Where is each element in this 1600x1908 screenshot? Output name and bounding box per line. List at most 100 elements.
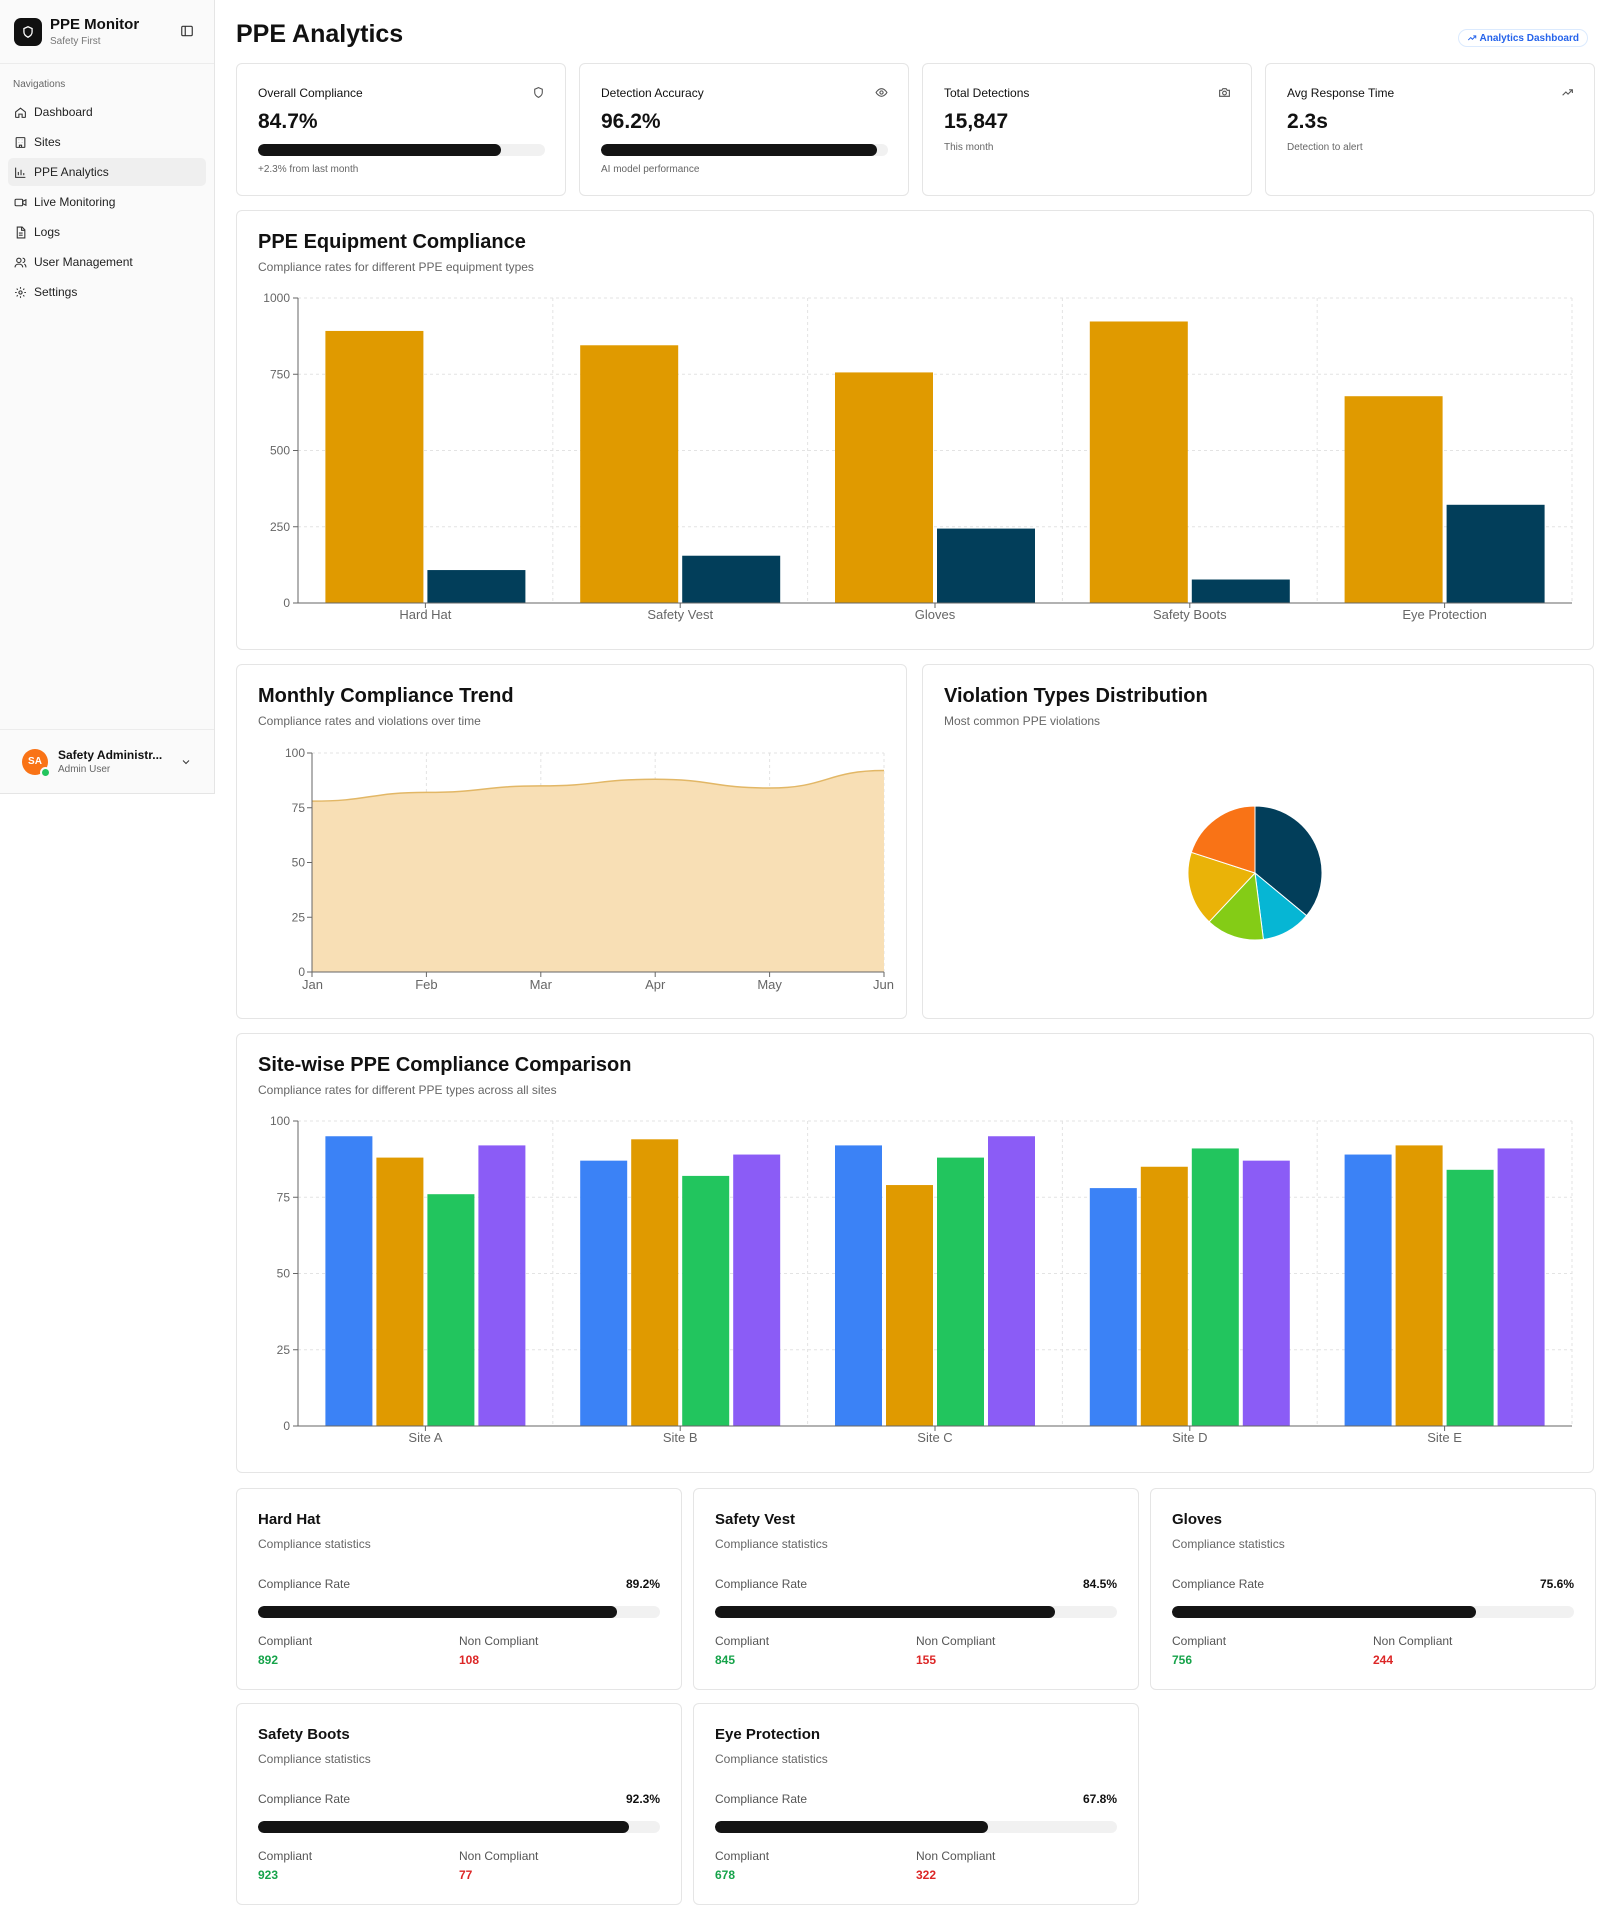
stat-card-avg-response-time: Avg Response Time 2.3s Detection to aler… xyxy=(1265,63,1595,196)
x-tick-label: Hard Hat xyxy=(399,607,451,622)
analytics-dashboard-badge: Analytics Dashboard xyxy=(1457,29,1588,47)
compliance-progress-fill xyxy=(715,1821,988,1833)
bar xyxy=(835,1145,882,1426)
bar xyxy=(1446,504,1545,603)
bar xyxy=(1344,396,1443,603)
sidebar-item-sites[interactable]: Sites xyxy=(8,128,206,156)
violation-pie-chart xyxy=(1187,805,1323,941)
chart-subtitle: Compliance rates and violations over tim… xyxy=(258,714,481,728)
area-fill xyxy=(312,770,884,972)
compliant-label: Compliant xyxy=(1172,1634,1227,1648)
pie-slice xyxy=(1190,805,1256,874)
non-compliant-count: 322 xyxy=(916,1868,937,1882)
stat-label: Total Detections xyxy=(944,86,1030,100)
chart-title: Monthly Compliance Trend xyxy=(258,685,514,707)
rate-label: Compliance Rate xyxy=(258,1577,351,1591)
ppe-subtitle: Compliance statistics xyxy=(1172,1537,1285,1551)
series-line xyxy=(311,769,885,802)
x-tick-label: Mar xyxy=(530,977,553,992)
bar xyxy=(631,1139,679,1426)
x-tick-label: May xyxy=(757,977,782,992)
compliant-count: 892 xyxy=(258,1653,279,1667)
chart-subtitle: Most common PPE violations xyxy=(944,714,1101,728)
video-icon xyxy=(14,198,27,206)
y-tick-label: 50 xyxy=(277,1267,291,1281)
non-compliant-label: Non Compliant xyxy=(916,1849,996,1863)
compliance-progress-bar xyxy=(1172,1606,1574,1618)
bar xyxy=(1089,1188,1137,1426)
trending-up-icon xyxy=(1467,35,1476,41)
stat-value: 15,847 xyxy=(944,110,1009,133)
stat-progress-bar xyxy=(258,144,545,156)
sidebar-item-live-monitoring[interactable]: Live Monitoring xyxy=(8,188,206,216)
stat-progress-fill xyxy=(258,144,502,156)
y-tick-label: 75 xyxy=(277,1190,291,1204)
non-compliant-count: 77 xyxy=(459,1868,473,1882)
user-menu[interactable]: SA Safety Administr... Admin User xyxy=(0,729,214,793)
brand-subtitle: Safety First xyxy=(50,36,101,47)
y-tick-label: 0 xyxy=(283,1419,290,1433)
users-icon xyxy=(14,257,27,267)
stat-note: This month xyxy=(944,142,994,153)
compliant-count: 678 xyxy=(715,1868,736,1882)
bar xyxy=(1089,321,1188,603)
y-tick-label: 75 xyxy=(292,801,306,815)
compliance-progress-bar xyxy=(258,1821,660,1833)
avatar-initials: SA xyxy=(28,756,42,767)
bar xyxy=(580,345,679,603)
x-tick-label: Safety Boots xyxy=(1153,607,1227,622)
x-tick-label: Site C xyxy=(917,1430,952,1445)
compliance-progress-bar xyxy=(715,1606,1117,1618)
x-tick-label: Feb xyxy=(415,977,437,992)
compliant-label: Compliant xyxy=(715,1849,770,1863)
gear-icon xyxy=(15,286,26,298)
rate-label: Compliance Rate xyxy=(1172,1577,1265,1591)
chevron-down-icon[interactable] xyxy=(180,756,192,768)
non-compliant-label: Non Compliant xyxy=(459,1634,539,1648)
bar xyxy=(1344,1154,1392,1426)
sidebar-toggle-icon[interactable] xyxy=(180,24,194,38)
violation-types-card: Violation Types Distribution Most common… xyxy=(922,664,1594,1019)
rate-value: 89.2% xyxy=(625,1577,660,1591)
pie-slice xyxy=(1254,805,1323,917)
rate-value: 84.5% xyxy=(1082,1577,1117,1591)
building-icon xyxy=(15,136,26,148)
trending-up-icon xyxy=(1562,89,1573,96)
sidebar-item-label: Logs xyxy=(34,225,61,239)
rate-label: Compliance Rate xyxy=(258,1792,351,1806)
page-title: PPE Analytics xyxy=(236,20,404,48)
sidebar: PPE Monitor Safety First Navigations Das… xyxy=(0,0,215,794)
bar xyxy=(1395,1145,1443,1426)
sidebar-item-settings[interactable]: Settings xyxy=(8,278,206,306)
ppe-title: Safety Vest xyxy=(715,1511,796,1528)
sidebar-item-label: Live Monitoring xyxy=(34,195,116,209)
stat-value: 2.3s xyxy=(1287,110,1328,133)
y-tick-label: 0 xyxy=(298,965,305,979)
compliant-label: Compliant xyxy=(715,1634,770,1648)
stat-label: Overall Compliance xyxy=(258,86,363,100)
bar xyxy=(682,555,781,603)
sidebar-item-dashboard[interactable]: Dashboard xyxy=(8,98,206,126)
stat-progress-bar xyxy=(601,144,888,156)
sidebar-item-label: PPE Analytics xyxy=(34,165,109,179)
ppe-subtitle: Compliance statistics xyxy=(715,1752,828,1766)
ppe-title: Safety Boots xyxy=(258,1726,350,1743)
chart-title: Site-wise PPE Compliance Comparison xyxy=(258,1054,632,1076)
x-tick-label: Site D xyxy=(1172,1430,1207,1445)
x-tick-label: Site B xyxy=(663,1430,698,1445)
ppe-subtitle: Compliance statistics xyxy=(715,1537,828,1551)
y-tick-label: 0 xyxy=(283,596,290,610)
brand-header: PPE Monitor Safety First xyxy=(0,0,214,64)
bar-chart-icon xyxy=(15,167,26,178)
bar xyxy=(733,1154,781,1426)
sidebar-item-ppe-analytics[interactable]: PPE Analytics xyxy=(8,158,206,186)
stat-card-overall-compliance: Overall Compliance 84.7% +2.3% from last… xyxy=(236,63,566,196)
site-comparison-card: Site-wise PPE Compliance Comparison Comp… xyxy=(236,1033,1594,1473)
sidebar-item-user-management[interactable]: User Management xyxy=(8,248,206,276)
chart-title: PPE Equipment Compliance xyxy=(258,231,526,253)
ppe-subtitle: Compliance statistics xyxy=(258,1537,371,1551)
bar xyxy=(1191,1148,1239,1426)
bar xyxy=(682,1175,730,1426)
stat-label: Detection Accuracy xyxy=(601,86,704,100)
sidebar-item-logs[interactable]: Logs xyxy=(8,218,206,246)
